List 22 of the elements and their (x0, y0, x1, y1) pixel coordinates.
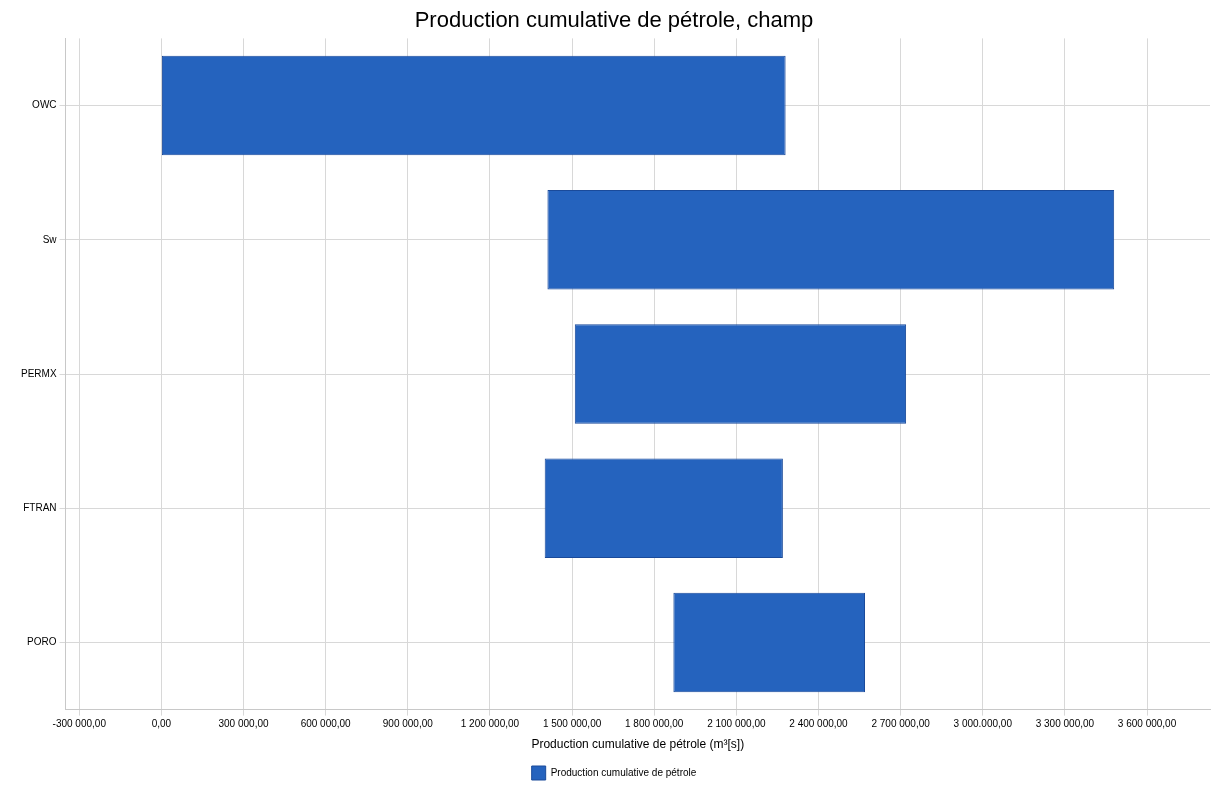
y-tick-label: Sw (42, 233, 58, 245)
legend-label: Production cumulative de pétrole (550, 766, 697, 778)
x-tick-label: 2 400 000,00 (789, 718, 849, 730)
x-tick-label: 3 300 000,00 (1035, 718, 1095, 730)
x-tick-label: 300 000,00 (218, 718, 269, 730)
x-tick-label: 1 800 000,00 (625, 718, 684, 730)
x-tick-label: 1 500 000,00 (542, 718, 602, 730)
x-tick-label: -300 000,00 (52, 718, 107, 730)
x-tick-label: 3 000.000,00 (953, 718, 1013, 730)
x-axis-title: Production cumulative de pétrole (m³[s]) (531, 737, 745, 752)
y-tick-label: OWC (32, 99, 57, 111)
chart-title: Production cumulative de pétrole, champ (414, 7, 814, 33)
y-tick-label: PERMX (21, 367, 57, 379)
x-tick-label: 0,00 (151, 718, 172, 730)
x-tick-label: 1 200 000,00 (460, 718, 520, 730)
x-tick-label: 2 100 000,00 (707, 718, 766, 730)
x-tick-label: 2 700 000,00 (871, 718, 931, 730)
x-tick-label: 900 000,00 (382, 718, 434, 730)
x-tick-label: 600 000,00 (300, 718, 352, 730)
x-tick-label: 3 600 000,00 (1117, 718, 1177, 730)
y-tick-label: FTRAN (23, 501, 57, 513)
y-tick-label: PORO (27, 636, 57, 648)
